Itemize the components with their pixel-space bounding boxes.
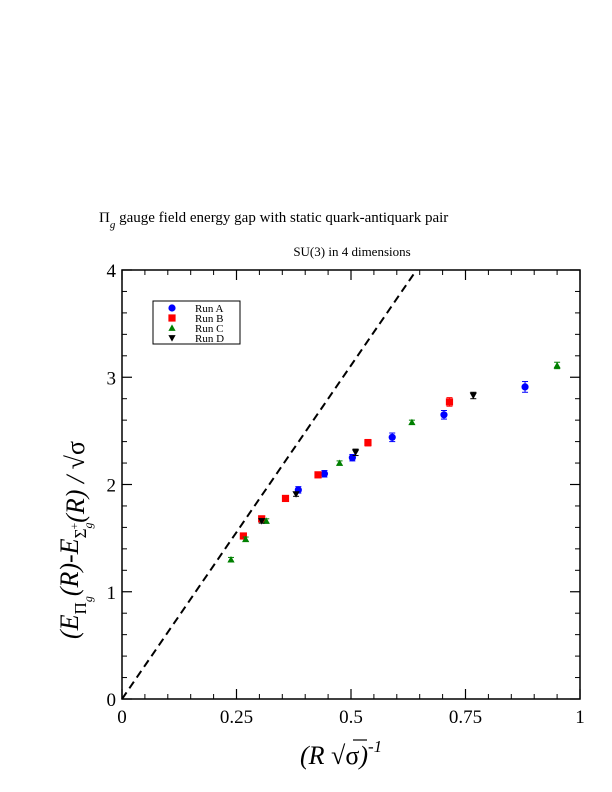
x-tick-labels: 0 0.25 0.5 0.75 1 <box>117 707 585 728</box>
x-tick-label: 0.25 <box>220 707 253 728</box>
y-axis-label-group: (EΠg(R)-EΣg+(R) / √σ <box>55 441 95 639</box>
legend-label: Run D <box>195 333 224 345</box>
y-axis-label-sigma-sub: Σ <box>71 528 90 538</box>
data-point <box>351 449 360 456</box>
data-point <box>408 418 416 426</box>
x-axis-label-sigma: σ <box>345 741 359 770</box>
reference-dashed-line <box>121 269 418 700</box>
y-axis-label-root: √ <box>61 454 90 469</box>
legend-marker <box>168 335 176 342</box>
data-point <box>281 494 290 503</box>
y-axis-label-close: (R) / <box>61 469 90 522</box>
legend-marker <box>168 324 176 331</box>
data-point <box>227 555 235 563</box>
y-axis-label-mid: (R)-E <box>55 538 84 596</box>
data-point <box>553 361 561 369</box>
data-point <box>440 411 448 419</box>
y-tick-label: 2 <box>107 476 117 497</box>
y-axis-label-open: (E <box>55 614 84 639</box>
series-run-c <box>227 361 561 563</box>
y-tick-label: 3 <box>107 368 117 389</box>
x-axis-label-close: ) <box>357 741 368 770</box>
axis-ticks <box>121 269 581 700</box>
data-point <box>364 439 372 447</box>
y-axis-label: (EΠg(R)-EΣg+(R) / √σ <box>55 441 95 639</box>
chart-title-rest: gauge field energy gap with static quark… <box>115 210 448 226</box>
x-axis-label-open: (R <box>300 741 331 770</box>
data-point <box>445 398 454 406</box>
y-tick-label: 1 <box>107 583 117 604</box>
data-point <box>320 470 329 478</box>
data-points <box>227 361 561 563</box>
chart-title-pi: Π <box>99 210 110 226</box>
series-run-b <box>239 397 454 540</box>
data-point <box>388 433 396 441</box>
y-tick-label: 4 <box>107 261 117 282</box>
x-tick-label: 1 <box>575 707 585 728</box>
data-point <box>262 517 270 524</box>
chart-subtitle: SU(3) in 4 dimensions <box>293 244 410 259</box>
x-axis-label-power: -1 <box>368 737 382 756</box>
legend-marker <box>168 314 176 322</box>
series-run-d <box>258 391 477 525</box>
data-point <box>335 459 344 466</box>
y-tick-label: 0 <box>107 690 117 711</box>
y-axis-label-plus: + <box>67 523 81 530</box>
x-axis-label: (R √σ)-1 <box>300 737 382 770</box>
x-tick-label: 0.5 <box>339 707 363 728</box>
y-axis-label-g2: g <box>81 523 95 529</box>
chart-title-sub: g <box>110 219 116 231</box>
series-run-a <box>294 381 529 494</box>
data-point <box>258 518 266 525</box>
y-axis-label-sigma: σ <box>61 441 90 455</box>
data-point <box>242 535 250 543</box>
y-tick-labels: 0 1 2 3 4 <box>107 261 117 711</box>
x-tick-label: 0.75 <box>449 707 482 728</box>
y-axis-label-pi: Π <box>71 602 90 614</box>
chart-title: Πg gauge field energy gap with static qu… <box>99 210 448 231</box>
data-point <box>239 532 247 540</box>
legend-label: Run B <box>195 313 223 325</box>
legend-box <box>152 300 241 345</box>
legend-label: Run A <box>195 303 223 315</box>
y-axis-label-g: g <box>81 596 95 602</box>
x-axis-label-root: √ <box>331 741 346 770</box>
data-point <box>521 383 529 391</box>
x-tick-label: 0 <box>117 707 127 728</box>
data-point <box>292 491 300 498</box>
data-point <box>314 471 322 479</box>
legend-label: Run C <box>195 323 223 335</box>
legend-marker <box>168 304 176 312</box>
data-point <box>469 392 477 400</box>
